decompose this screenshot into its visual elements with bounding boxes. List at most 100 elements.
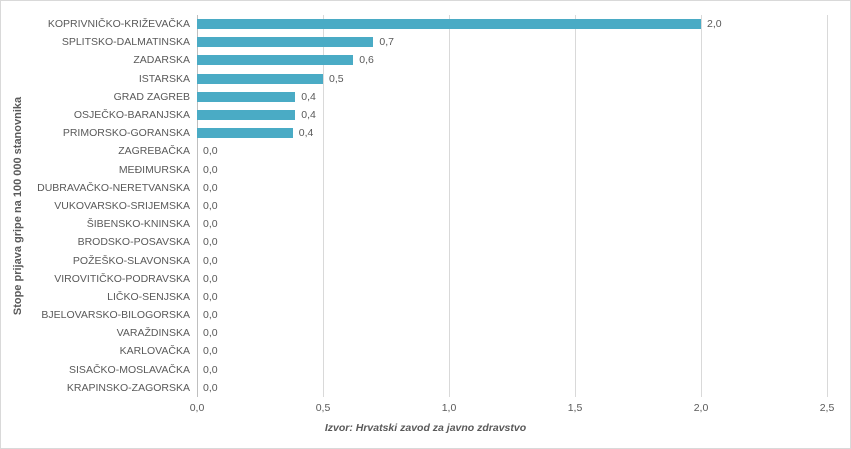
x-tick-label: 2,5 — [819, 402, 835, 414]
value-label: 0,0 — [203, 163, 218, 176]
bar-row: KRAPINSKO-ZAGORSKA 0,0 — [1, 379, 827, 397]
value-label: 0,4 — [298, 127, 314, 140]
gridline — [449, 15, 450, 397]
category-label: DUBRAVAČKO-NERETVANSKA — [37, 181, 190, 194]
bar-row: VARAŽDINSKA 0,0 — [1, 324, 827, 342]
category-label: POŽEŠKO-SLAVONSKA — [72, 254, 190, 267]
bar-track: 0,6 — [197, 51, 827, 69]
bar-track: 0,0 — [197, 179, 827, 197]
bar — [197, 73, 323, 84]
gridline — [827, 15, 828, 397]
value-label: 0,0 — [203, 145, 218, 158]
category-label: ŠIBENSKO-KNINSKA — [86, 218, 190, 231]
value-label: 0,5 — [329, 72, 344, 85]
value-label: 0,0 — [203, 309, 218, 322]
category-label: KOPRIVNIČKO-KRIŽEVAČKA — [47, 18, 190, 31]
value-label: 0,0 — [203, 236, 218, 249]
value-label: 0,0 — [203, 345, 218, 358]
bar-row: ŠIBENSKO-KNINSKA 0,0 — [1, 215, 827, 233]
value-label: 0,0 — [203, 327, 218, 340]
value-label: 0,0 — [203, 272, 218, 285]
gridline — [575, 15, 576, 397]
bar-row: LIČKO-SENJSKA 0,0 — [1, 288, 827, 306]
bar — [197, 91, 296, 102]
value-label: 0,0 — [203, 218, 218, 231]
bar-row: GRAD ZAGREB 0,4 — [1, 88, 827, 106]
category-label: ZAGREBAČKA — [118, 145, 190, 158]
bar-track: 0,4 — [197, 106, 827, 124]
bar — [197, 19, 701, 30]
category-label: GRAD ZAGREB — [113, 90, 190, 103]
bar-row: ZADARSKA 0,6 — [1, 51, 827, 69]
category-label: VARAŽDINSKA — [116, 327, 190, 340]
bar-track: 0,0 — [197, 361, 827, 379]
category-label: BJELOVARSKO-BILOGORSKA — [41, 309, 190, 322]
bar-track: 0,0 — [197, 288, 827, 306]
bar-row: VUKOVARSKO-SRIJEMSKA 0,0 — [1, 197, 827, 215]
value-label: 0,0 — [203, 199, 218, 212]
value-label: 0,7 — [379, 36, 394, 49]
bar-row: PRIMORSKO-GORANSKA 0,4 — [1, 124, 827, 142]
category-label: SPLITSKO-DALMATINSKA — [61, 36, 190, 49]
bar-track: 0,7 — [197, 33, 827, 51]
bar-row: OSJEČKO-BARANJSKA 0,4 — [1, 106, 827, 124]
value-label: 2,0 — [707, 18, 722, 31]
bar-track: 0,0 — [197, 233, 827, 251]
bar-row: ZAGREBAČKA 0,0 — [1, 142, 827, 160]
value-label: 0,4 — [301, 90, 316, 103]
category-label: ISTARSKA — [138, 72, 190, 85]
x-tick-label: 2,0 — [693, 402, 709, 414]
category-label: SISAČKO-MOSLAVAČKA — [69, 363, 190, 376]
category-label: VUKOVARSKO-SRIJEMSKA — [54, 199, 190, 212]
category-label: MEĐIMURSKA — [118, 163, 190, 176]
bar-row: SPLITSKO-DALMATINSKA 0,7 — [1, 33, 827, 51]
value-label: 0,0 — [203, 254, 218, 267]
bar — [197, 55, 354, 66]
bar-track: 0,0 — [197, 251, 827, 269]
x-tick-label: 0,5 — [315, 402, 331, 414]
bar-track: 0,0 — [197, 197, 827, 215]
bar-rows: KOPRIVNIČKO-KRIŽEVAČKA 2,0 SPLITSKO-DALMAT… — [1, 15, 827, 397]
bar-row: BRODSKO-POSAVSKA 0,0 — [1, 233, 827, 251]
category-label: KARLOVAČKA — [119, 345, 190, 358]
plot-area — [197, 15, 828, 397]
bar-track: 0,0 — [197, 142, 827, 160]
x-tick-label: 0,0 — [189, 402, 205, 414]
bar-row: VIROVITIČKO-PODRAVSKA 0,0 — [1, 270, 827, 288]
bar — [197, 110, 296, 121]
bar-row: BJELOVARSKO-BILOGORSKA 0,0 — [1, 306, 827, 324]
bar-track: 0,0 — [197, 306, 827, 324]
bar-track: 0,0 — [197, 324, 827, 342]
category-label: BRODSKO-POSAVSKA — [77, 236, 190, 249]
value-label: 0,0 — [203, 290, 218, 303]
bar-row: KARLOVAČKA 0,0 — [1, 342, 827, 360]
bar-track: 2,0 — [197, 15, 827, 33]
bar-row: MEĐIMURSKA 0,0 — [1, 161, 827, 179]
bar-track: 0,5 — [197, 70, 827, 88]
bar-track: 0,0 — [197, 342, 827, 360]
bar-track: 0,0 — [197, 215, 827, 233]
bar-track: 0,4 — [197, 124, 827, 142]
bar-row: DUBRAVAČKO-NERETVANSKA 0,0 — [1, 179, 827, 197]
bar — [197, 128, 293, 139]
bar-row: ISTARSKA 0,5 — [1, 70, 827, 88]
x-tick-label: 1,0 — [441, 402, 457, 414]
value-label: 0,6 — [359, 54, 374, 67]
category-label: KRAPINSKO-ZAGORSKA — [66, 381, 190, 394]
category-label: OSJEČKO-BARANJSKA — [73, 109, 190, 122]
category-label: ZADARSKA — [133, 54, 190, 67]
value-label: 0,0 — [203, 181, 218, 194]
category-label: PRIMORSKO-GORANSKA — [62, 127, 190, 140]
gridline — [701, 15, 702, 397]
value-label: 0,4 — [301, 109, 316, 122]
source-caption: Izvor: Hrvatski zavod za javno zdravstvo — [324, 422, 527, 434]
bar-track: 0,0 — [197, 270, 827, 288]
category-label: LIČKO-SENJSKA — [107, 290, 190, 303]
y-axis-line — [197, 15, 198, 397]
value-label: 0,0 — [203, 363, 218, 376]
gridline — [323, 15, 324, 397]
bar-row: KOPRIVNIČKO-KRIŽEVAČKA 2,0 — [1, 15, 827, 33]
bar-row: POŽEŠKO-SLAVONSKA 0,0 — [1, 251, 827, 269]
bar-row: SISAČKO-MOSLAVAČKA 0,0 — [1, 361, 827, 379]
